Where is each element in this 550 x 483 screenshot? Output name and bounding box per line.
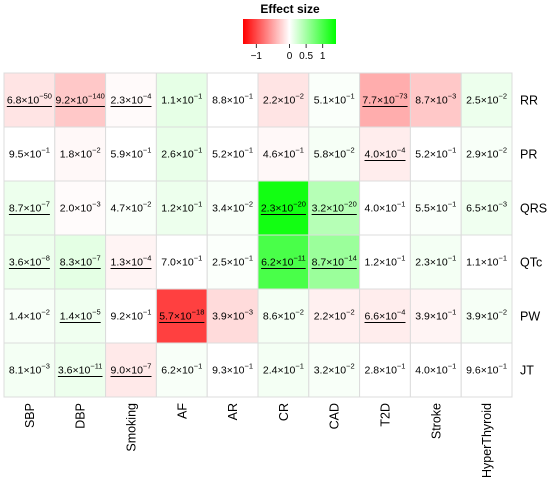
- column-label-smoking: Smoking: [125, 403, 139, 452]
- column-label-stroke: Stroke: [429, 403, 443, 439]
- legend-tick-label: 1: [320, 51, 326, 62]
- row-label-pr: PR: [520, 148, 537, 162]
- row-labels: RR PR QRS QTc PW JT: [520, 94, 547, 378]
- column-label-sbp: SBP: [23, 403, 37, 428]
- row-label-jt: JT: [520, 364, 534, 378]
- column-label-ar: AR: [226, 403, 240, 420]
- column-label-hyperthyroid: HyperThyroid: [480, 403, 494, 478]
- row-label-qrs: QRS: [520, 202, 547, 216]
- color-legend: Effect size −1 0 0.5 1: [243, 2, 336, 62]
- legend-tick-label: −1: [251, 51, 263, 62]
- row-label-qtc: QTc: [520, 256, 542, 270]
- legend-tick-label: 0: [287, 51, 293, 62]
- legend-title: Effect size: [260, 2, 320, 16]
- column-label-cad: CAD: [328, 403, 342, 429]
- column-label-cr: CR: [277, 403, 291, 421]
- column-label-t2d: T2D: [379, 403, 393, 427]
- legend-color-bar: [243, 19, 336, 44]
- legend-ticks: −1 0 0.5 1: [251, 44, 326, 62]
- row-label-pw: PW: [520, 310, 540, 324]
- row-label-rr: RR: [520, 94, 538, 108]
- column-labels: SBP DBP Smoking AF AR CR CAD T2D Stroke HyperThyr…: [23, 403, 494, 478]
- legend-tick-label: 0.5: [299, 51, 313, 62]
- heatmap-cells: 6.8×10−50 9.2×10−140 2.3×10−4 1.1×10−1 8.8×1…: [4, 73, 512, 397]
- column-label-dbp: DBP: [74, 403, 88, 429]
- column-label-af: AF: [175, 403, 189, 419]
